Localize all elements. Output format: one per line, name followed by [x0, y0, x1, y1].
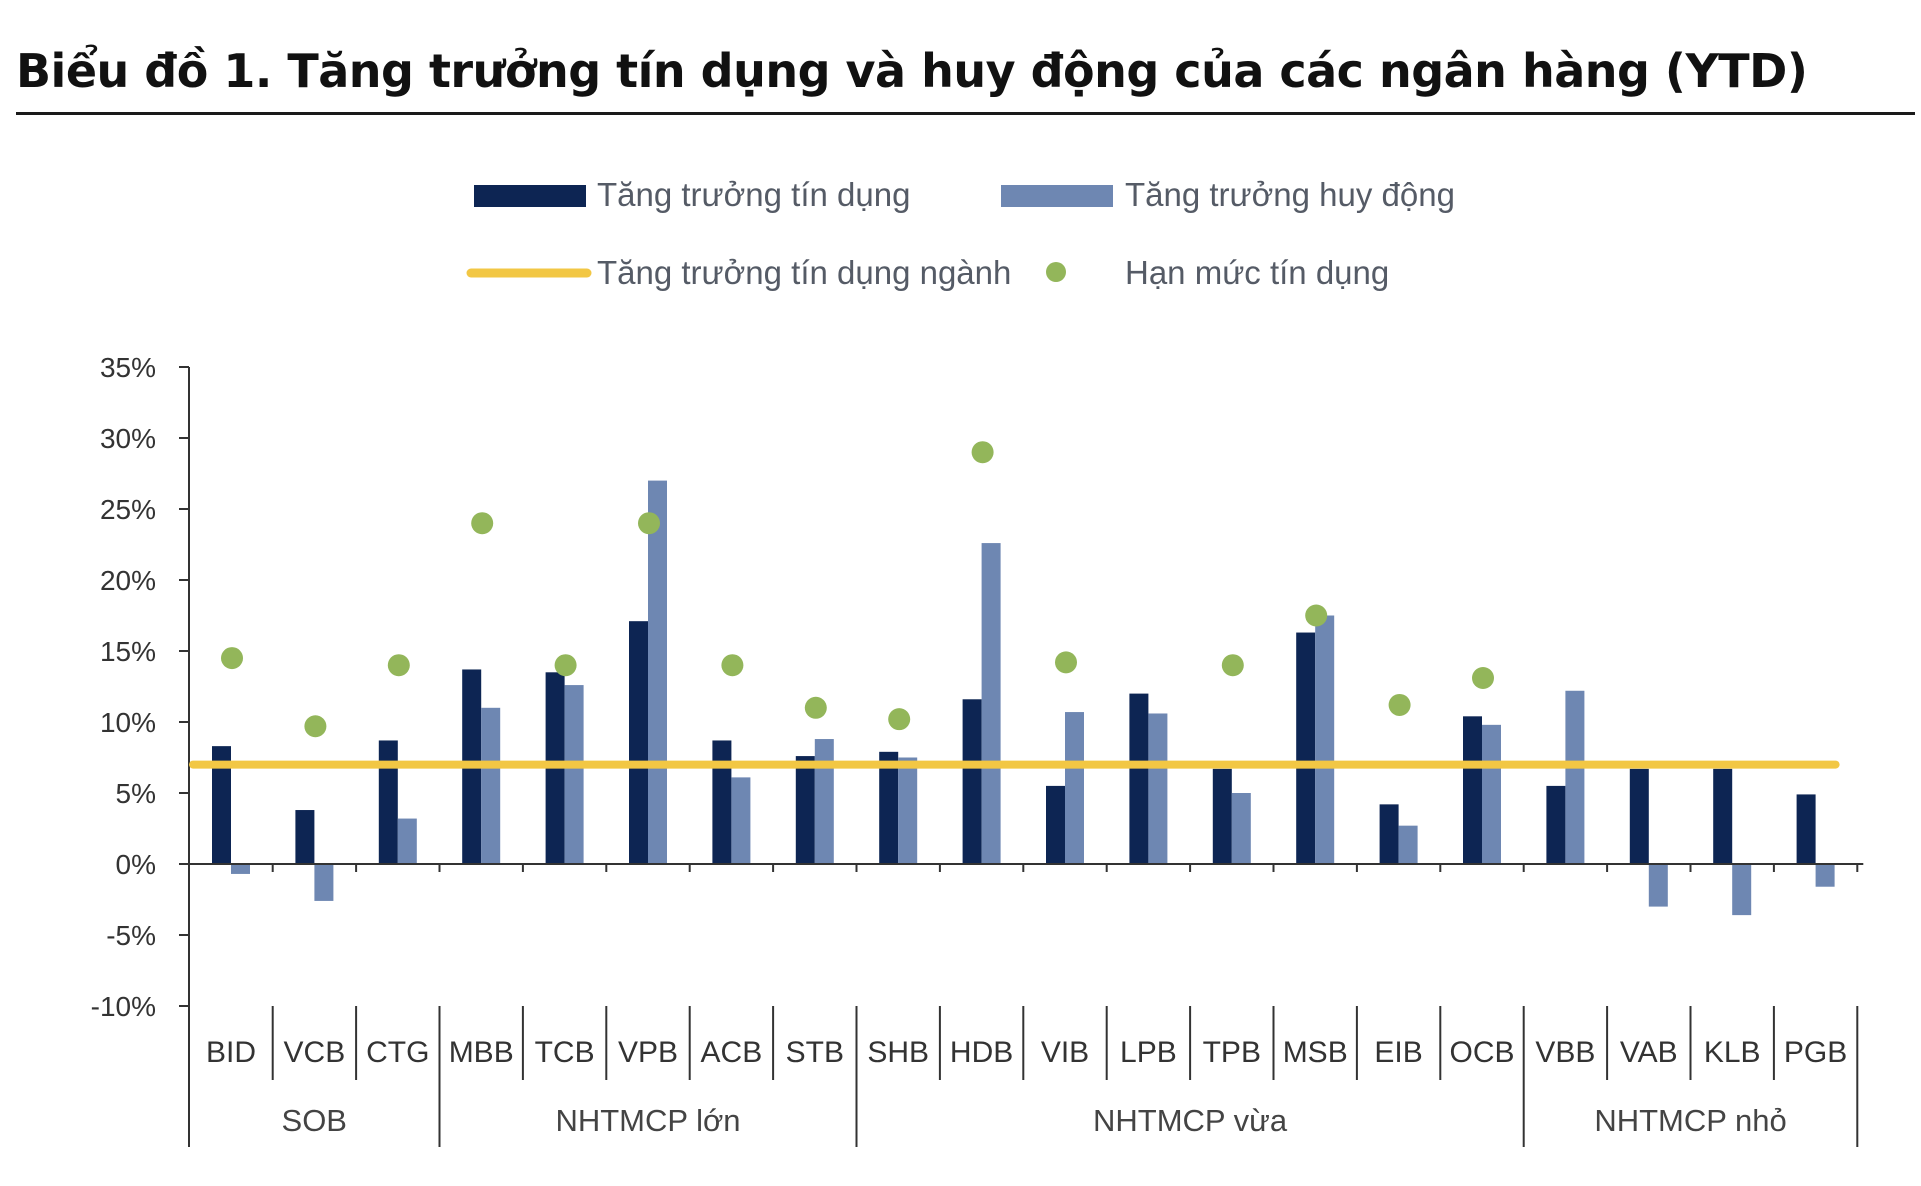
category-label-bid: BID — [206, 1036, 256, 1069]
limit-dot-shb — [888, 708, 911, 731]
y-tick-label: 35% — [100, 352, 156, 383]
deposit-bar-klb — [1732, 864, 1752, 916]
deposit-bar-vbb — [1565, 690, 1585, 864]
limit-dot-bid — [221, 647, 243, 670]
legend-label-industry: Tăng trưởng tín dụng ngành — [597, 254, 1011, 291]
deposit-bar-pgb — [1815, 864, 1835, 887]
credit-bar-lpb — [1129, 693, 1149, 864]
y-tick-label: -5% — [106, 920, 156, 951]
group-label: NHTMCP nhỏ — [1594, 1103, 1786, 1138]
legend-swatch-deposit — [1001, 185, 1113, 207]
category-label-vcb: VCB — [284, 1036, 346, 1069]
chart-legend: Tăng trưởng tín dụng Tăng trưởng huy độn… — [466, 176, 1455, 291]
deposit-bar-stb — [814, 739, 834, 864]
category-label-lpb: LPB — [1120, 1036, 1177, 1069]
deposit-bar-ocb — [1482, 724, 1501, 864]
deposit-bar-mbb — [481, 707, 501, 864]
category-label-acb: ACB — [701, 1036, 763, 1069]
credit-bar-tpb — [1212, 768, 1232, 864]
limit-dot-hdb — [971, 441, 994, 464]
deposit-bar-eib — [1398, 825, 1418, 864]
credit-bar-vab — [1629, 768, 1649, 864]
deposit-bar-shb — [898, 757, 918, 864]
deposit-bar-bid — [231, 864, 250, 874]
deposit-bar-acb — [731, 777, 751, 864]
deposit-bar-vib — [1065, 712, 1084, 864]
credit-bar-acb — [712, 740, 732, 864]
deposit-bar-ctg — [397, 818, 417, 864]
deposit-bar-vab — [1648, 864, 1668, 907]
credit-bar-eib — [1379, 804, 1399, 864]
legend-swatch-credit — [474, 185, 586, 207]
limit-dot-vpb — [638, 512, 660, 535]
category-label-hdb: HDB — [950, 1036, 1013, 1069]
y-tick-label: 25% — [100, 494, 156, 525]
y-tick-label: 10% — [100, 707, 156, 738]
limit-dot-mbb — [471, 512, 494, 535]
plot-area: 35% 30% 25% 20% 15% 10% 5% 0% -5% -10% BID VCB CTG MB… — [91, 352, 1864, 1147]
deposit-bar-msb — [1315, 615, 1335, 864]
deposit-bar-tpb — [1231, 793, 1251, 864]
limit-dot-tpb — [1221, 654, 1244, 677]
category-label-shb: SHB — [867, 1036, 929, 1069]
credit-bar-shb — [879, 751, 899, 864]
y-tick-label: 5% — [116, 778, 156, 809]
limit-dot-eib — [1388, 693, 1411, 716]
credit-bar-ctg — [378, 740, 398, 864]
deposit-bar-lpb — [1148, 713, 1168, 864]
credit-bar-ocb — [1463, 716, 1482, 864]
category-label-vib: VIB — [1041, 1036, 1089, 1069]
credit-bar-vpb — [629, 621, 648, 864]
category-label-eib: EIB — [1374, 1036, 1422, 1069]
limit-dot-ocb — [1472, 666, 1494, 689]
group-label: NHTMCP lớn — [555, 1103, 740, 1138]
category-label-msb: MSB — [1283, 1036, 1348, 1069]
deposit-bar-vcb — [314, 864, 334, 901]
limit-dot-acb — [721, 654, 744, 677]
y-tick-label: 20% — [100, 565, 156, 596]
legend-label-limit: Hạn mức tín dụng — [1125, 254, 1389, 291]
credit-bar-klb — [1713, 768, 1733, 864]
credit-bar-vbb — [1546, 785, 1566, 864]
deposit-bar-hdb — [981, 543, 1001, 864]
credit-bar-pgb — [1796, 794, 1816, 864]
y-tick-label: -10% — [91, 991, 156, 1022]
limit-dot-vib — [1055, 651, 1077, 674]
y-tick-label: 15% — [100, 636, 156, 667]
deposit-bar-tcb — [564, 685, 584, 864]
category-label-vab: VAB — [1620, 1036, 1678, 1069]
legend-swatch-limit-dot — [1046, 262, 1066, 282]
limit-dot-stb — [804, 696, 827, 719]
credit-bar-hdb — [962, 699, 982, 864]
credit-bar-stb — [795, 756, 815, 864]
credit-bar-msb — [1296, 632, 1316, 864]
limit-dot-vcb — [304, 715, 327, 738]
credit-bar-bid — [212, 746, 231, 864]
category-label-vpb: VPB — [618, 1036, 678, 1069]
category-label-ocb: OCB — [1449, 1036, 1514, 1069]
limit-dot-ctg — [387, 654, 410, 677]
chart-title: Biểu đồ 1. Tăng trưởng tín dụng và huy đ… — [16, 44, 1808, 98]
category-label-tpb: TPB — [1203, 1036, 1261, 1069]
group-label: SOB — [282, 1103, 347, 1138]
deposit-bar-vpb — [648, 480, 667, 864]
legend-label-credit: Tăng trưởng tín dụng — [597, 176, 910, 213]
category-label-stb: STB — [786, 1036, 844, 1069]
legend-label-deposit: Tăng trưởng huy động — [1125, 176, 1455, 213]
category-label-pgb: PGB — [1784, 1036, 1847, 1069]
category-label-mbb: MBB — [449, 1036, 514, 1069]
title-divider — [16, 112, 1915, 115]
credit-bar-vcb — [295, 810, 315, 864]
category-label-ctg: CTG — [366, 1036, 429, 1069]
limit-dot-tcb — [554, 654, 577, 677]
category-label-vbb: VBB — [1535, 1036, 1595, 1069]
credit-bar-vib — [1046, 785, 1065, 864]
category-label-klb: KLB — [1704, 1036, 1761, 1069]
category-label-tcb: TCB — [535, 1036, 595, 1069]
y-tick-label: 0% — [116, 849, 156, 880]
y-tick-label: 30% — [100, 423, 156, 454]
limit-dot-msb — [1305, 604, 1328, 627]
group-label: NHTMCP vừa — [1093, 1103, 1288, 1138]
